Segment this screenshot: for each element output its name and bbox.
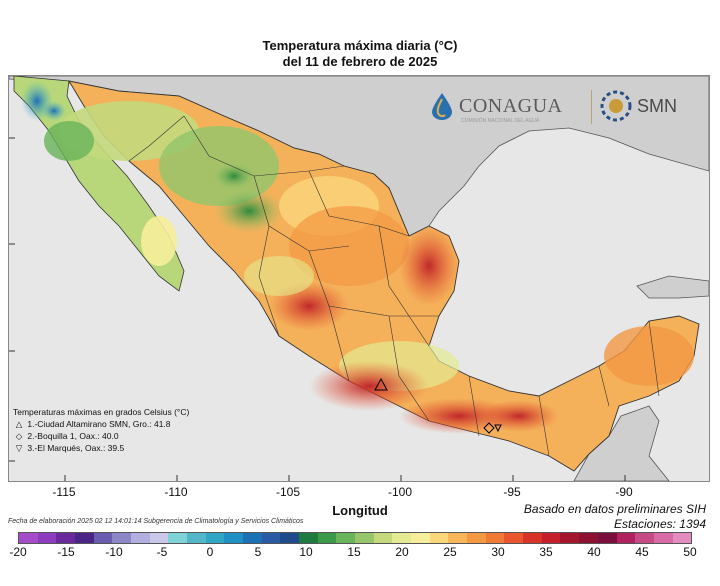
station-1-marker xyxy=(374,377,388,391)
diamond-icon: ◇ xyxy=(15,431,23,441)
cuba-land xyxy=(636,275,709,299)
station-2-marker xyxy=(483,422,495,434)
map-frame: CONAGUA COMISIÓN NACIONAL DEL AGUA SMN T… xyxy=(8,75,710,482)
legend-station-3: ▽ 3.-El Marqués, Oax.: 39.5 xyxy=(13,442,189,454)
colorbar-cell xyxy=(672,533,692,543)
colorbar-tick-label: -20 xyxy=(9,545,27,559)
colorbar-tick-label: 25 xyxy=(443,545,457,559)
conagua-drop-icon xyxy=(432,93,452,120)
legend-title: Temperaturas máximas en grados Celsius (… xyxy=(13,407,190,417)
colorbar-tick-label: 50 xyxy=(683,545,697,559)
colorbar-cell xyxy=(336,533,356,543)
colorbar-cell xyxy=(560,533,580,543)
x-tick-label: -100 xyxy=(387,485,413,499)
colorbar-tick-label: 30 xyxy=(491,545,505,559)
colorbar-cell xyxy=(93,533,113,543)
colorbar-cell xyxy=(485,533,505,543)
colorbar-cell xyxy=(373,533,393,543)
temperature-map xyxy=(9,76,709,481)
colorbar-tick-label: 35 xyxy=(539,545,553,559)
colorbar-tick-label: -15 xyxy=(57,545,75,559)
colorbar-cell xyxy=(261,533,281,543)
colorbar-tick-label: 15 xyxy=(347,545,361,559)
colorbar-cell xyxy=(504,533,524,543)
colorbar-cell xyxy=(149,533,169,543)
colorbar-cell xyxy=(112,533,132,543)
colorbar-cell xyxy=(579,533,598,543)
conagua-wordmark: CONAGUA xyxy=(459,94,563,117)
colorbar-cell xyxy=(280,533,300,543)
station-3-marker xyxy=(494,424,502,433)
legend-station-1-text: 1.-Ciudad Altamirano SMN, Gro.: 41.8 xyxy=(27,419,171,429)
x-tick-label: -105 xyxy=(275,485,301,499)
state-borders xyxy=(128,115,660,457)
colorbar-cell xyxy=(75,533,94,543)
station-legend: Temperaturas máximas en grados Celsius (… xyxy=(13,406,189,454)
conagua-logo: CONAGUA xyxy=(429,86,563,126)
colorbar-tick-label: -5 xyxy=(156,545,168,559)
colorbar-tick-label: 10 xyxy=(299,545,313,559)
colorbar-cell xyxy=(448,533,468,543)
colorbar-cell xyxy=(597,533,617,543)
colorbar-cell xyxy=(467,533,486,543)
conagua-subtitle: COMISIÓN NACIONAL DEL AGUA xyxy=(461,118,540,124)
legend-station-1: △ 1.-Ciudad Altamirano SMN, Gro.: 41.8 xyxy=(13,418,189,430)
legend-station-3-text: 3.-El Marqués, Oax.: 39.5 xyxy=(27,443,125,453)
x-tick-label: -110 xyxy=(164,485,188,499)
triangle-up-icon: △ xyxy=(15,419,23,429)
colorbar-tick-label: 20 xyxy=(395,545,409,559)
colorbar-tick-label: 0 xyxy=(206,545,214,559)
colorbar-cell xyxy=(429,533,449,543)
logo-separator xyxy=(591,90,592,124)
colorbar-cell xyxy=(37,533,57,543)
colorbar-cell xyxy=(541,533,561,543)
colorbar-cell xyxy=(653,533,673,543)
colorbar-cell xyxy=(224,533,244,543)
colorbar-cell xyxy=(411,533,430,543)
colorbar-cell xyxy=(299,533,318,543)
title-line-2: del 11 de febrero de 2025 xyxy=(282,54,438,69)
smn-emblem-icon xyxy=(600,90,632,122)
data-source-note: Basado en datos preliminares SIH xyxy=(523,502,706,516)
smn-wordmark: SMN xyxy=(637,95,677,116)
colorbar-tick-label: 45 xyxy=(635,545,649,559)
colorbar-cell xyxy=(243,533,262,543)
stations-count: Estaciones: 1394 xyxy=(613,517,706,531)
temperature-colorbar xyxy=(18,532,692,544)
elaboration-date: Fecha de elaboración 2025 02 12 14:01:14… xyxy=(8,518,304,525)
x-tick-label: -90 xyxy=(615,485,633,499)
colorbar-tick-label: 40 xyxy=(587,545,601,559)
colorbar-cell xyxy=(392,533,412,543)
x-axis-label: Longitud xyxy=(332,503,388,518)
colorbar-cell xyxy=(616,533,636,543)
colorbar-tick-label: -10 xyxy=(105,545,123,559)
colorbar-cell xyxy=(168,533,188,543)
legend-station-2-text: 2.-Boquilla 1, Oax.: 40.0 xyxy=(27,431,119,441)
x-tick-label: -95 xyxy=(503,485,521,499)
colorbar-cell xyxy=(56,533,76,543)
triangle-down-icon: ▽ xyxy=(15,443,23,453)
colorbar-cell xyxy=(317,533,337,543)
colorbar-cell xyxy=(131,533,150,543)
colorbar-tick-label: 5 xyxy=(254,545,262,559)
colorbar-cell xyxy=(187,533,206,543)
colorbar-cell xyxy=(635,533,654,543)
smn-logo: SMN xyxy=(599,86,677,126)
x-tick-label: -115 xyxy=(52,485,76,499)
legend-station-2: ◇ 2.-Boquilla 1, Oax.: 40.0 xyxy=(13,430,189,442)
title-line-1: Temperatura máxima diaria (°C) xyxy=(262,38,458,53)
colorbar-cell xyxy=(205,533,225,543)
colorbar-cell xyxy=(19,533,38,543)
colorbar-cell xyxy=(523,533,542,543)
colorbar-cell xyxy=(355,533,374,543)
